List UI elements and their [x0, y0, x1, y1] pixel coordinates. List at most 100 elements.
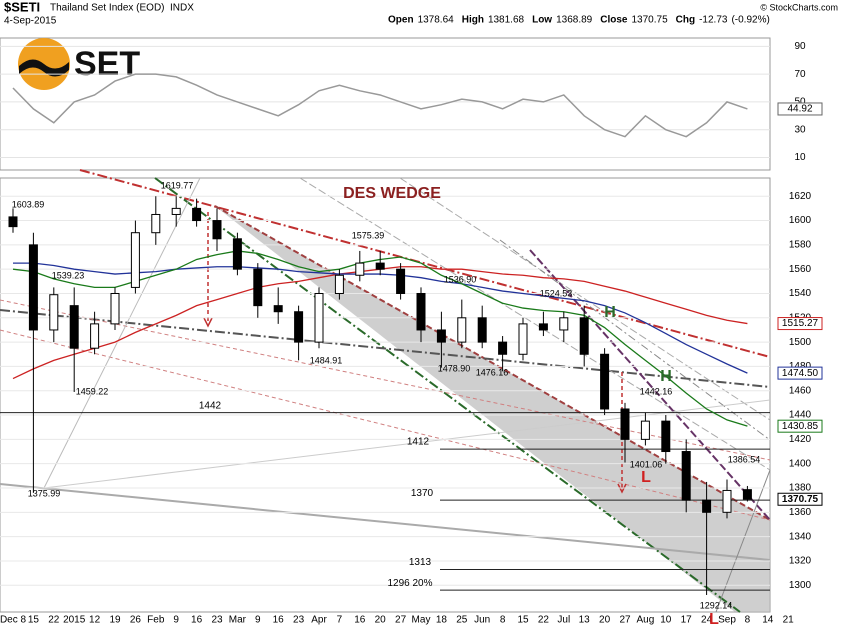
- candle-body: [314, 292, 324, 343]
- x-tick-label: 25: [456, 615, 468, 626]
- y-tick-label: 10: [794, 152, 806, 163]
- x-tick-label: 22: [48, 615, 60, 626]
- x-tick-label: 23: [293, 615, 305, 626]
- value-box: [777, 102, 823, 116]
- candle-body: [436, 329, 446, 343]
- quote-label: High: [462, 15, 484, 26]
- y-tick-label: 1420: [789, 434, 812, 445]
- y-tick-label: 1400: [789, 458, 812, 469]
- y-tick-label: 1440: [789, 410, 812, 421]
- x-tick-label: 15: [517, 615, 529, 626]
- price-panel: [0, 177, 771, 613]
- y-tick-label: 1320: [789, 556, 812, 567]
- value-label: 1515.27: [782, 318, 819, 329]
- wedge: [215, 206, 770, 612]
- rsi-line: [12, 73, 748, 138]
- candle-body: [722, 489, 732, 513]
- quote-value: 1381.68: [488, 15, 525, 26]
- annotation: 1539.23: [52, 270, 85, 280]
- y-tick-label: 70: [794, 69, 806, 80]
- x-tick-label: 26: [130, 615, 142, 626]
- candle-body: [375, 262, 385, 270]
- arrow-head: [203, 317, 213, 328]
- annotation: 1575.39: [352, 230, 385, 240]
- annotation: 1386.54: [728, 454, 761, 464]
- candle-body: [192, 207, 202, 222]
- annotation: 1459.22: [76, 386, 109, 396]
- x-tick-label: 16: [273, 615, 285, 626]
- trendline: [154, 177, 741, 613]
- value-label: 1430.85: [782, 421, 819, 432]
- y-tick-label: 1600: [789, 215, 812, 226]
- quote-value: 1378.64: [418, 15, 455, 26]
- trendline: [715, 469, 771, 613]
- value-box: [777, 492, 823, 506]
- candle-body: [640, 420, 650, 440]
- candle-body: [69, 305, 79, 349]
- y-tick-label: 1580: [789, 240, 812, 251]
- x-tick-label: 16: [191, 615, 203, 626]
- x-tick-label: Feb: [147, 615, 165, 626]
- candle-body: [355, 262, 365, 276]
- candle-body: [559, 317, 569, 331]
- annotation: L: [709, 611, 719, 628]
- level-label: 1370: [411, 488, 434, 499]
- x-tick-label: 12: [89, 615, 101, 626]
- candle-body: [457, 317, 467, 343]
- copyright: © StockCharts.com: [760, 2, 838, 12]
- y-tick-label: 1620: [789, 191, 812, 202]
- quote-label: Close: [600, 15, 628, 26]
- date: 4-Sep-2015: [4, 16, 57, 27]
- level-label: 1442: [199, 400, 222, 411]
- y-tick-label: 1460: [789, 385, 812, 396]
- y-tick-label: 1340: [789, 531, 812, 542]
- candle-body: [620, 408, 630, 440]
- x-tick-label: Aug: [637, 615, 655, 626]
- x-tick-label: 2015: [63, 615, 86, 626]
- annotation: 1375.99: [28, 488, 61, 498]
- logo-swoosh: [19, 59, 69, 77]
- candle-body: [232, 238, 242, 270]
- trendline: [79, 169, 771, 358]
- candle-body: [742, 489, 752, 500]
- quote-change-pct: (-0.92%): [731, 15, 769, 26]
- x-tick-label: Sep: [718, 615, 736, 626]
- x-tick-label: May: [412, 615, 431, 626]
- value-label: 44.92: [787, 104, 812, 115]
- x-tick-label: 9: [173, 615, 179, 626]
- candle-body: [538, 323, 548, 331]
- x-tick-label: 27: [619, 615, 631, 626]
- x-tick-label: 18: [436, 615, 448, 626]
- y-tick-label: 30: [794, 124, 806, 135]
- candle-body: [212, 220, 222, 240]
- level-label: 1296 20%: [387, 578, 432, 589]
- quote-label: Chg: [676, 15, 695, 26]
- trendline: [214, 205, 771, 521]
- x-tick-label: 20: [599, 615, 611, 626]
- x-tick-label: 14: [762, 615, 774, 626]
- annotation: 1524.53: [540, 288, 573, 298]
- y-tick-label: 1540: [789, 288, 812, 299]
- x-tick-label: 17: [681, 615, 693, 626]
- y-tick-label: 90: [794, 41, 806, 52]
- annotation: 1484.91: [310, 355, 343, 365]
- candle-body: [110, 292, 120, 325]
- candle-body: [498, 341, 508, 355]
- candle-body: [579, 317, 589, 355]
- y-tick-label: 1480: [789, 361, 812, 372]
- candle-body: [396, 268, 406, 294]
- annotation: DES WEDGE: [343, 185, 441, 202]
- candle-body: [151, 213, 161, 234]
- candle-body: [334, 274, 344, 294]
- annotation: 1292.14: [700, 600, 733, 610]
- annotation: 1476.16: [476, 367, 509, 377]
- quote-label: Open: [388, 15, 414, 26]
- y-tick-label: 1300: [789, 580, 812, 591]
- x-tick-label: Dec 8: [0, 615, 26, 626]
- value-label: 1474.50: [782, 368, 819, 379]
- y-tick-label: 1380: [789, 483, 812, 494]
- candle-body: [28, 244, 38, 331]
- x-tick-label: Jun: [474, 615, 490, 626]
- annotation: H: [604, 304, 616, 321]
